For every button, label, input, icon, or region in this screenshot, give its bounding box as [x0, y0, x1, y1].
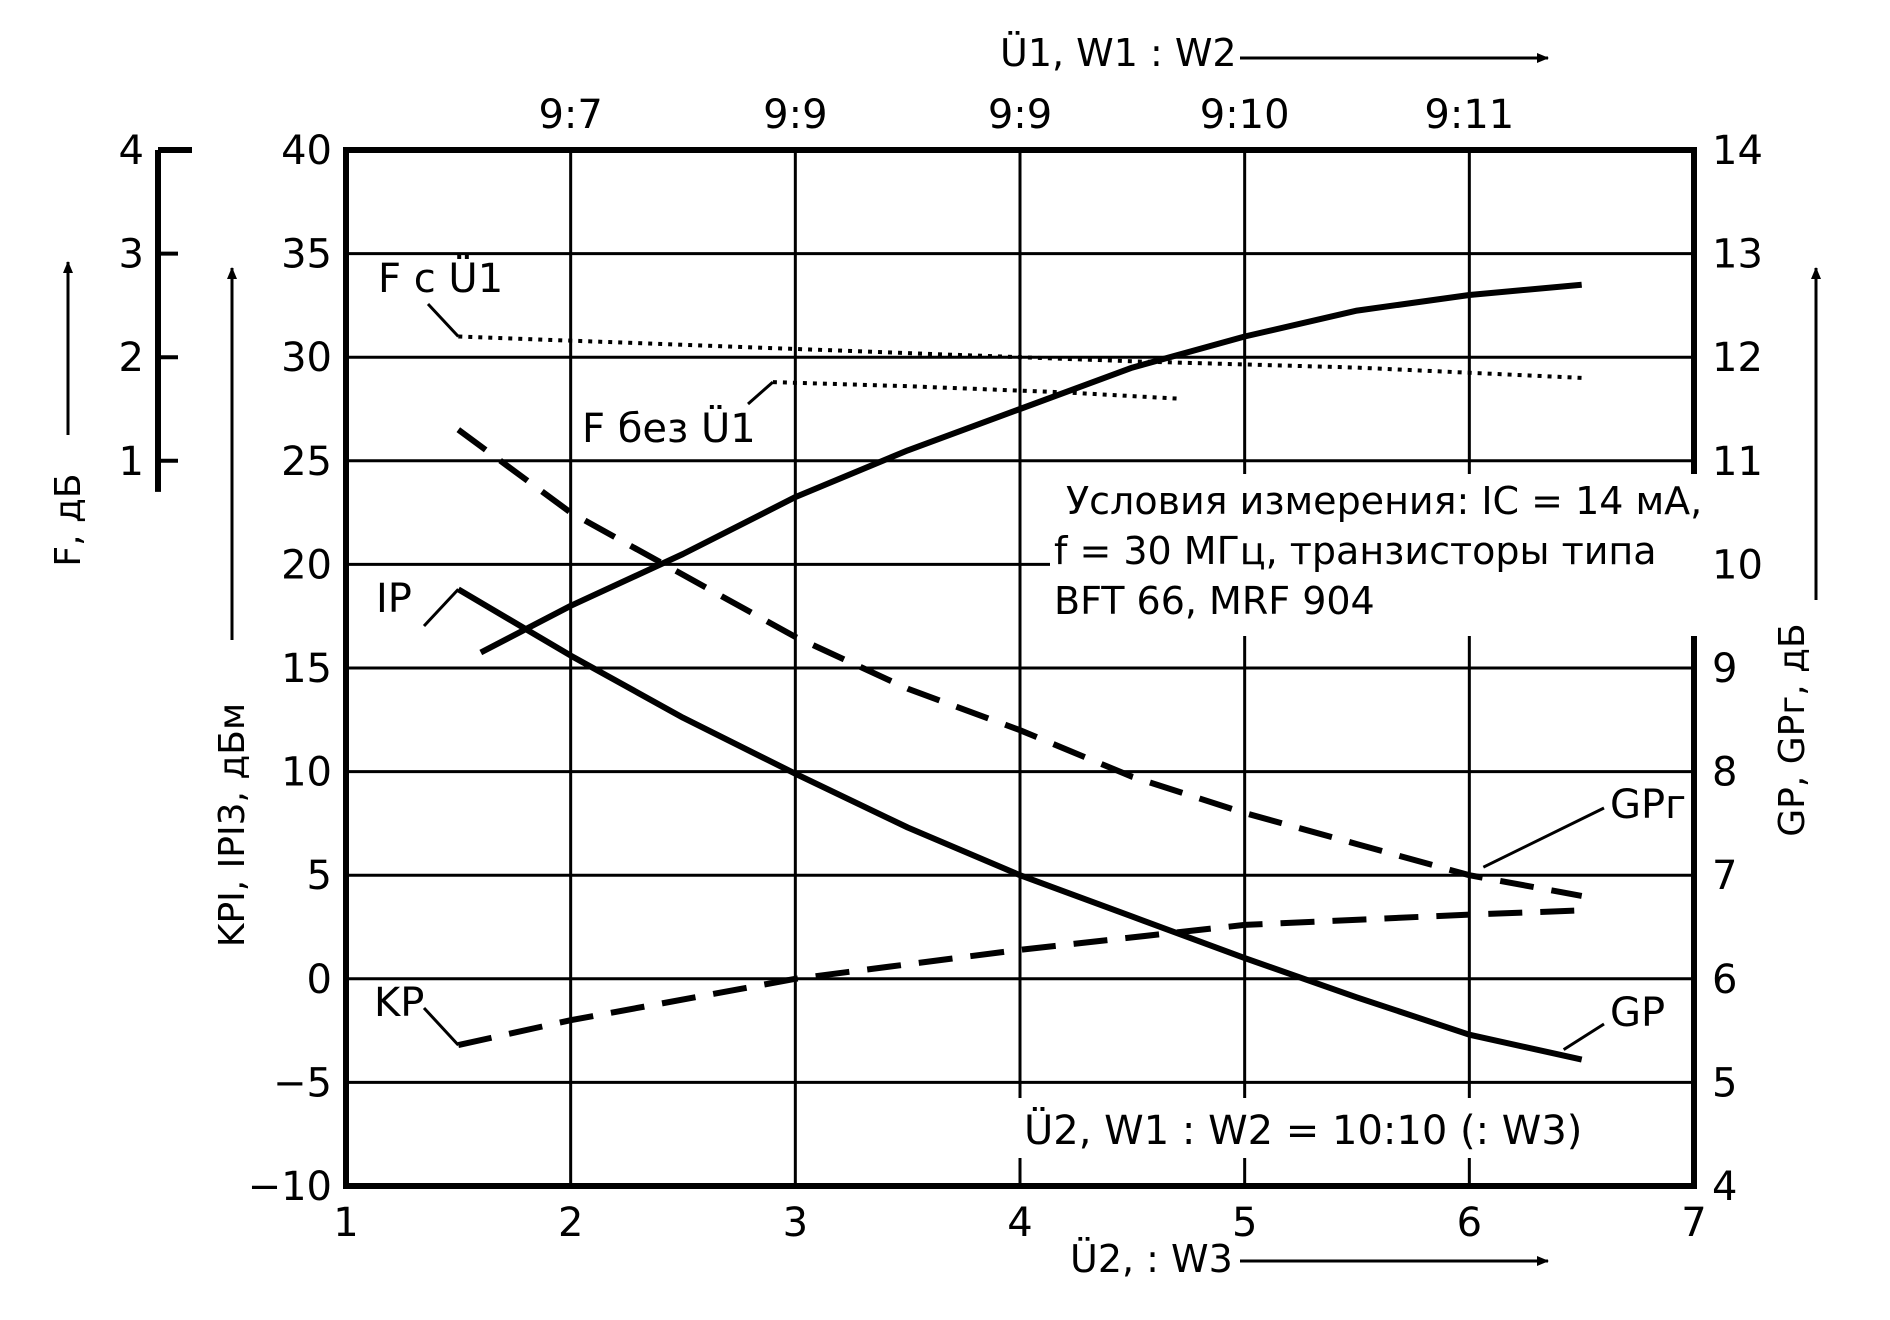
y-left-tick-label: 30	[281, 335, 332, 381]
series-line-gp	[479, 281, 1582, 656]
bottom-note-box	[1016, 1098, 1574, 1158]
y-right-title: GP, GPг, дБ	[1772, 623, 1813, 837]
y-right-ticks: 14 13 12 11 10 9 8 7 6 5 4	[1712, 128, 1763, 1210]
x-tick-label: 6	[1457, 1200, 1482, 1246]
leader-line-ip	[422, 588, 460, 628]
y-right-tick-label: 10	[1712, 542, 1763, 588]
series-label-kp: KP	[374, 980, 424, 1026]
x-tick-label: 5	[1232, 1200, 1257, 1246]
f-axis-tick-label: 2	[119, 335, 144, 381]
series-group	[456, 281, 1583, 1063]
leader-line-f-without	[747, 380, 774, 406]
x-ticks: 1 2 3 4 5 6 7	[333, 1200, 1706, 1246]
f-axis-tick-label: 3	[119, 232, 144, 278]
y-left-tick-label: 40	[281, 128, 332, 174]
x-tick-label: 3	[783, 1200, 808, 1246]
y-left-tick-label: 35	[281, 232, 332, 278]
conditions-box	[1050, 474, 1698, 636]
conditions-line-1: Условия измерения: IC = 14 мА,	[1066, 479, 1702, 523]
x-tick-label: 4	[1007, 1200, 1032, 1246]
y-right-tick-label: 7	[1712, 853, 1737, 899]
grid	[346, 150, 1694, 1186]
f-axis-tick-label: 1	[119, 439, 144, 485]
x-top-title: Ü1, W1 : W2	[1000, 31, 1237, 75]
y-right-tick-label: 13	[1712, 232, 1763, 278]
leader-line-gp	[1562, 1022, 1605, 1051]
series-label-gp: GP	[1610, 990, 1665, 1036]
conditions-line-2: f = 30 МГц, транзисторы типа	[1054, 529, 1657, 573]
y-left-tick-label: 15	[281, 646, 332, 692]
x-tick-label: 1	[333, 1200, 358, 1246]
f-axis-tick-label: 4	[119, 128, 144, 174]
leader-line-gpg	[1482, 806, 1605, 869]
y-left-tick-label: −5	[273, 1060, 332, 1106]
series-line-kp	[457, 907, 1582, 1049]
series-line-f-without	[772, 380, 1178, 401]
leader-line-kp	[422, 1006, 460, 1047]
y-left-tick-label: 5	[307, 853, 332, 899]
bottom-note: Ü2, W1 : W2 = 10:10 (: W3)	[1024, 1106, 1582, 1154]
y-right-tick-label: 4	[1712, 1164, 1737, 1210]
x-top-tick-label: 9:7	[538, 92, 602, 138]
series-labels: F с Ü1 F без Ü1 IP KP GPг GP	[374, 254, 1686, 1051]
x-bottom-title: Ü2, : W3	[1070, 1237, 1233, 1281]
x-top-ticks: 9:7 9:9 9:9 9:10 9:11	[538, 92, 1514, 138]
leader-line-f-with	[426, 302, 460, 338]
series-label-f-with: F с Ü1	[378, 254, 503, 302]
series-label-gpg: GPг	[1610, 782, 1686, 828]
conditions-line-3: BFT 66, MRF 904	[1054, 579, 1375, 623]
x-top-tick-label: 9:9	[988, 92, 1052, 138]
series-label-f-without: F без Ü1	[582, 404, 756, 452]
y-left-tick-label: 10	[281, 750, 332, 796]
y-far-left-title: F, дБ	[48, 473, 89, 566]
x-top-tick-label: 9:10	[1200, 92, 1290, 138]
x-tick-label: 2	[558, 1200, 583, 1246]
y-left-title: KPI, IPI3, дБм	[212, 703, 253, 947]
y-right-tick-label: 14	[1712, 128, 1763, 174]
x-top-tick-label: 9:11	[1424, 92, 1514, 138]
series-line-gpg	[456, 427, 1583, 899]
f-axis: 4 3 2 1	[119, 128, 192, 492]
y-left-tick-label: 20	[281, 542, 332, 588]
y-right-tick-label: 12	[1712, 335, 1763, 381]
y-right-tick-label: 8	[1712, 750, 1737, 796]
series-line-ip	[456, 586, 1583, 1063]
y-left-tick-label: 25	[281, 439, 332, 485]
series-label-ip: IP	[376, 576, 412, 622]
y-right-tick-label: 9	[1712, 646, 1737, 692]
series-line-f-with	[458, 334, 1582, 380]
y-left-tick-label: −10	[248, 1164, 332, 1210]
y-left-ticks: 40 35 30 25 20 15 10 5 0 −5 −10	[248, 128, 332, 1210]
y-right-tick-label: 5	[1712, 1060, 1737, 1106]
x-top-tick-label: 9:9	[763, 92, 827, 138]
y-left-tick-label: 0	[307, 957, 332, 1003]
y-right-tick-label: 6	[1712, 957, 1737, 1003]
plot-frame	[343, 147, 1697, 1189]
x-tick-label: 7	[1681, 1200, 1706, 1246]
y-right-tick-label: 11	[1712, 439, 1763, 485]
